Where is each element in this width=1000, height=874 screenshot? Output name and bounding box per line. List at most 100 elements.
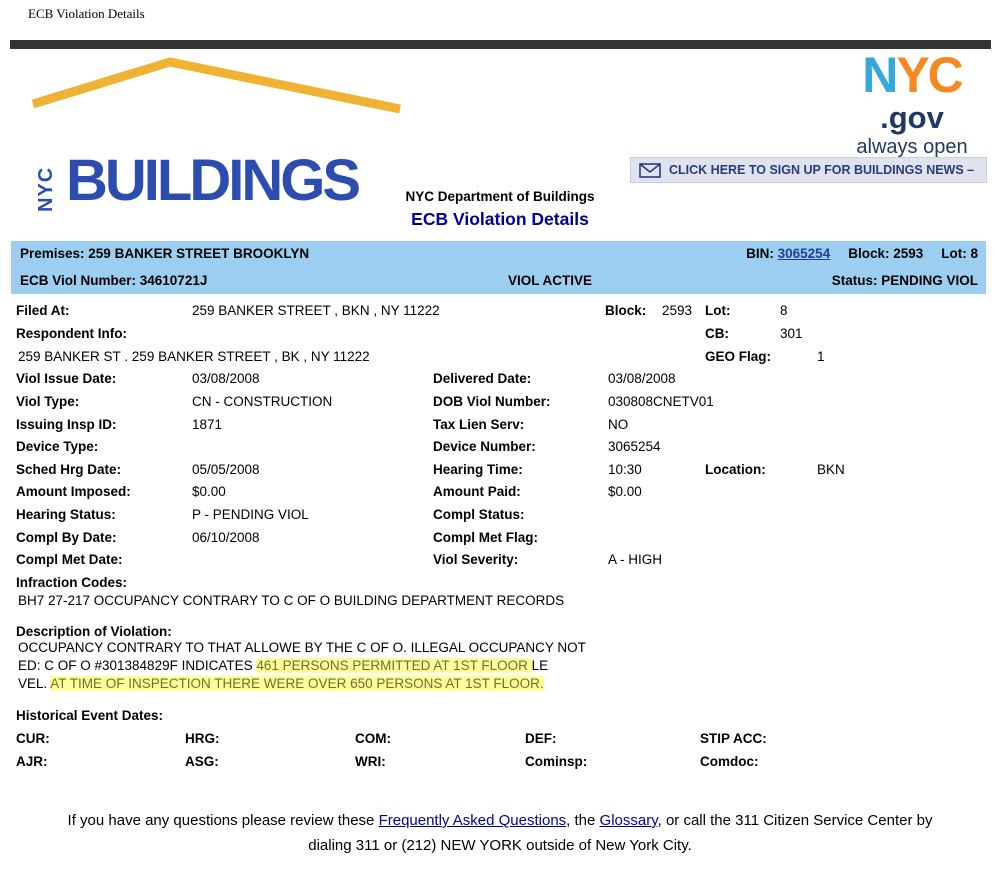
infraction-codes-label: Infraction Codes: — [16, 575, 128, 590]
lot-label: Lot: — [705, 303, 731, 318]
respondent-address: 259 BANKER ST . 259 BANKER STREET , BK ,… — [18, 349, 370, 364]
event-label: STIP ACC: — [700, 731, 767, 746]
nycgov-letter-y: Y — [896, 47, 929, 103]
field-label: Tax Lien Serv: — [433, 417, 525, 432]
bin-label: BIN: — [746, 246, 774, 261]
description-header: Description of Violation: — [0, 621, 1000, 643]
summary-row-premises: Premises: 259 BANKER STREET BROOKLYN BIN… — [11, 241, 986, 267]
historical-row-2: AJR: ASG: WRI: Cominsp: Comdoc: — [0, 751, 1000, 773]
field-value: 10:30 — [608, 462, 642, 477]
field-value: NO — [608, 417, 629, 432]
field-label: Compl Status: — [433, 507, 525, 522]
nycgov-word: NYC — [837, 50, 987, 100]
historical-label: Historical Event Dates: — [16, 708, 164, 723]
block-value: 2593 — [662, 303, 693, 318]
field-label: Device Number: — [433, 439, 536, 454]
description-text: VEL. AT TIME OF INSPECTION THERE WERE OV… — [18, 675, 544, 693]
footer-text: , the — [566, 812, 600, 829]
field-value: 03/08/2008 — [192, 371, 260, 386]
event-label: Comdoc: — [700, 754, 759, 769]
faq-link[interactable]: Frequently Asked Questions — [378, 812, 567, 829]
top-divider-bar — [10, 40, 991, 49]
detail-row: Compl Met Date: Viol Severity: A - HIGH — [0, 549, 1000, 571]
field-value: 05/05/2008 — [192, 462, 260, 477]
event-label: CUR: — [16, 731, 50, 746]
detail-row: Device Type: Device Number: 3065254 — [0, 436, 1000, 458]
field-label: Viol Severity: — [433, 552, 519, 567]
nycgov-logo: NYC .gov always open — [837, 50, 987, 159]
detail-row: Issuing Insp ID: 1871 Tax Lien Serv: NO — [0, 414, 1000, 436]
highlighted-text: 461 PERSONS PERMITTED AT 1ST FLOOR — [256, 658, 532, 673]
field-label: Hearing Status: — [16, 507, 116, 522]
buildings-news-banner[interactable]: CLICK HERE TO SIGN UP FOR BUILDINGS NEWS… — [630, 157, 987, 183]
filed-at-value: 259 BANKER STREET , BKN , NY 11222 — [192, 303, 440, 318]
field-value: 06/10/2008 — [192, 530, 260, 545]
bin-link[interactable]: 3065254 — [777, 246, 831, 261]
event-label: AJR: — [16, 754, 48, 769]
description-line-1: OCCUPANCY CONTRARY TO THAT ALLOWE BY THE… — [0, 639, 1000, 657]
field-value: 03/08/2008 — [608, 371, 676, 386]
detail-row-address: 259 BANKER ST . 259 BANKER STREET , BK ,… — [0, 346, 1000, 368]
description-text: ED: C OF O #301384829F INDICATES 461 PER… — [18, 657, 548, 675]
field-label: Amount Imposed: — [16, 484, 131, 499]
field-label: Compl By Date: — [16, 530, 117, 545]
field-label: Compl Met Date: — [16, 552, 123, 567]
event-label: ASG: — [185, 754, 219, 769]
detail-row: Hearing Status: P - PENDING VIOL Compl S… — [0, 504, 1000, 526]
block-text: Block: 2593 — [848, 246, 924, 261]
description-plain: VEL. — [18, 676, 51, 691]
respondent-label: Respondent Info: — [16, 326, 127, 341]
historical-header: Historical Event Dates: — [0, 705, 1000, 727]
block-label: Block: — [605, 303, 647, 318]
detail-row-filed-at: Filed At: 259 BANKER STREET , BKN , NY 1… — [0, 300, 1000, 322]
status-text: Status: PENDING VIOL — [831, 273, 978, 288]
footer-text: , or call the 311 Citizen Service Center… — [657, 812, 933, 829]
footer-help-text: If you have any questions please review … — [0, 808, 1000, 858]
window-title: ECB Violation Details — [28, 6, 145, 21]
field-value: 3065254 — [608, 439, 661, 454]
field-label: DOB Viol Number: — [433, 394, 551, 409]
lot-value: 8 — [780, 303, 788, 318]
field-label: Hearing Time: — [433, 462, 523, 477]
nycgov-letter-n: N — [862, 47, 898, 103]
detail-row: Amount Imposed: $0.00 Amount Paid: $0.00 — [0, 481, 1000, 503]
event-label: Cominsp: — [525, 754, 588, 769]
detail-row: Viol Type: CN - CONSTRUCTION DOB Viol Nu… — [0, 391, 1000, 413]
footer-line-2: dialing 311 or (212) NEW YORK outside of… — [308, 837, 692, 854]
geo-flag-label: GEO Flag: — [705, 349, 772, 364]
description-plain: LE — [531, 658, 549, 673]
field-value: BKN — [817, 462, 845, 477]
nycgov-gov-text: .gov — [880, 99, 944, 135]
envelope-icon — [639, 162, 661, 178]
viol-active-text: VIOL ACTIVE — [508, 273, 593, 288]
bin-block-lot: BIN: 3065254 Block: 2593 Lot: 8 — [746, 241, 978, 267]
field-label: Sched Hrg Date: — [16, 462, 122, 477]
field-label: Viol Type: — [16, 394, 80, 409]
infraction-code-text: BH7 27-217 OCCUPANCY CONTRARY TO C OF O … — [18, 593, 565, 608]
geo-flag-value: 1 — [817, 349, 825, 364]
historical-row-1: CUR: HRG: COM: DEF: STIP ACC: — [0, 728, 1000, 750]
nycgov-letter-c: C — [927, 47, 964, 103]
glossary-link[interactable]: Glossary — [599, 812, 658, 829]
detail-row: Compl By Date: 06/10/2008 Compl Met Flag… — [0, 527, 1000, 549]
footer-text: If you have any questions please review … — [67, 812, 379, 829]
summary-band: Premises: 259 BANKER STREET BROOKLYN BIN… — [11, 241, 986, 294]
ecb-viol-number: ECB Viol Number: 34610721J — [20, 273, 208, 288]
description-line-2: ED: C OF O #301384829F INDICATES 461 PER… — [0, 657, 1000, 675]
field-value: 1871 — [192, 417, 223, 432]
nyc-buildings-logo: NYC BUILDINGS — [10, 52, 410, 212]
infraction-code-row: BH7 27-217 OCCUPANCY CONTRARY TO C OF O … — [0, 590, 1000, 612]
event-label: COM: — [355, 731, 391, 746]
description-text: OCCUPANCY CONTRARY TO THAT ALLOWE BY THE… — [18, 640, 586, 655]
event-label: HRG: — [185, 731, 220, 746]
field-value: A - HIGH — [608, 552, 663, 567]
footer-line-1: If you have any questions please review … — [0, 808, 1000, 833]
lot-text: Lot: 8 — [941, 246, 978, 261]
description-label: Description of Violation: — [16, 624, 172, 639]
department-title: NYC Department of Buildings — [405, 189, 595, 204]
page-title: ECB Violation Details — [411, 209, 589, 229]
highlighted-text: AT TIME OF INSPECTION THERE WERE OVER 65… — [50, 676, 544, 691]
cb-label: CB: — [705, 326, 729, 341]
detail-row-respondent: Respondent Info: CB: 301 — [0, 323, 1000, 345]
field-label: Amount Paid: — [433, 484, 521, 499]
